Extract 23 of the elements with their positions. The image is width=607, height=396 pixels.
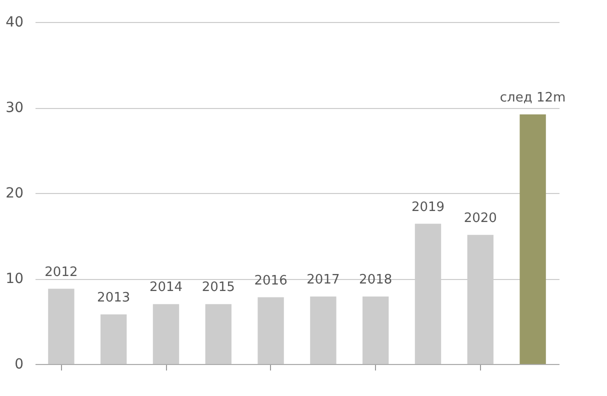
bar	[520, 114, 546, 364]
bar	[205, 304, 232, 364]
x-tick-label: 2015	[202, 280, 235, 296]
bar	[48, 288, 74, 364]
bar	[258, 297, 284, 364]
x-tick-label: 2013	[97, 290, 130, 306]
bar	[310, 296, 336, 364]
bar	[362, 296, 389, 364]
x-tick-label: 2019	[411, 200, 445, 215]
bar	[152, 304, 180, 364]
y-tick-label: 0	[14, 356, 24, 372]
x-tick-label: след 12m	[500, 90, 566, 106]
y-tick-label: 30	[6, 100, 24, 116]
x-tick-label: 2016	[254, 273, 288, 288]
x-tick-label: 2018	[359, 272, 392, 288]
x-tick-label: 2012	[44, 264, 78, 280]
y-tick-label: 10	[6, 271, 24, 287]
bar	[100, 314, 127, 364]
x-tick-label: 2017	[306, 272, 340, 288]
y-tick-label: 20	[6, 186, 24, 202]
y-tick-label: 40	[6, 14, 24, 30]
x-tick-label: 2014	[149, 280, 183, 296]
x-tick-label: 2020	[464, 210, 497, 226]
